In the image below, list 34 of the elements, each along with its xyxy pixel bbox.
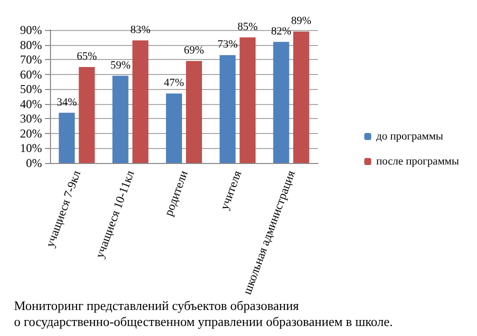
data-label: 34% xyxy=(56,96,77,108)
data-label: 65% xyxy=(76,50,97,62)
y-tick-label: 90% xyxy=(20,23,42,37)
text: Мониторинг представлений субъектов образования о государственно-общественном управлении образованием в школе. xyxy=(14,298,393,330)
y-tick-label: 0% xyxy=(26,156,42,170)
legend-label: после программы xyxy=(376,156,460,168)
data-label: 85% xyxy=(238,20,258,33)
legend-label: до программы xyxy=(376,130,444,142)
bar xyxy=(186,61,202,163)
bar xyxy=(166,94,182,163)
bar xyxy=(132,40,148,163)
bar xyxy=(220,55,236,163)
bar xyxy=(240,37,256,163)
bar xyxy=(112,76,128,163)
data-label: 82% xyxy=(271,25,292,38)
data-label: 47% xyxy=(164,77,184,90)
bar xyxy=(273,42,290,163)
data-label: 69% xyxy=(184,44,204,57)
y-tick-label: 30% xyxy=(20,112,42,126)
bar xyxy=(78,66,95,163)
y-tick-label: 50% xyxy=(20,82,42,96)
data-label: 73% xyxy=(218,38,238,51)
bar xyxy=(58,112,75,163)
y-tick-label: 10% xyxy=(20,141,42,156)
data-label: 59% xyxy=(110,59,130,72)
x-tick-label: учителя xyxy=(217,168,244,212)
y-tick-label: 40% xyxy=(20,96,42,111)
data-label: 89% xyxy=(291,14,312,27)
y-tick-label: 70% xyxy=(20,52,42,67)
y-tick-label: 20% xyxy=(20,126,42,140)
y-tick-label: 80% xyxy=(20,38,42,52)
y-tick-label: 60% xyxy=(20,67,42,82)
bar xyxy=(293,31,310,163)
data-label: 83% xyxy=(130,24,150,36)
